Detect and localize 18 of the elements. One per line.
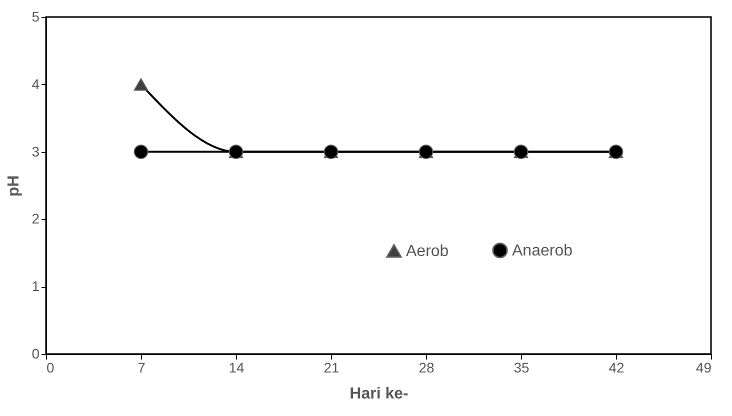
y-tick-label: 2 bbox=[32, 210, 40, 227]
y-tick-label: 4 bbox=[32, 76, 40, 92]
x-tick-label: 14 bbox=[228, 360, 244, 376]
y-tick-label: 0 bbox=[32, 346, 40, 362]
x-tick-label: 35 bbox=[514, 360, 530, 376]
x-tick-label: 28 bbox=[418, 360, 434, 376]
y-tick-label: 5 bbox=[32, 8, 40, 24]
y-axis-title: pH bbox=[6, 175, 23, 197]
legend-label: Anaerob bbox=[512, 242, 573, 260]
x-axis-title: Hari ke- bbox=[350, 386, 408, 402]
x-tick-label: 21 bbox=[324, 360, 340, 376]
legend-label: Aerob bbox=[406, 242, 449, 260]
x-tick-label: 42 bbox=[608, 360, 624, 376]
x-tick-label: 7 bbox=[138, 360, 146, 376]
y-tick-label: 3 bbox=[32, 143, 40, 160]
y-tick-label: 1 bbox=[32, 278, 40, 294]
x-tick-label: 49 bbox=[696, 360, 712, 376]
x-tick-label: 0 bbox=[46, 360, 54, 376]
